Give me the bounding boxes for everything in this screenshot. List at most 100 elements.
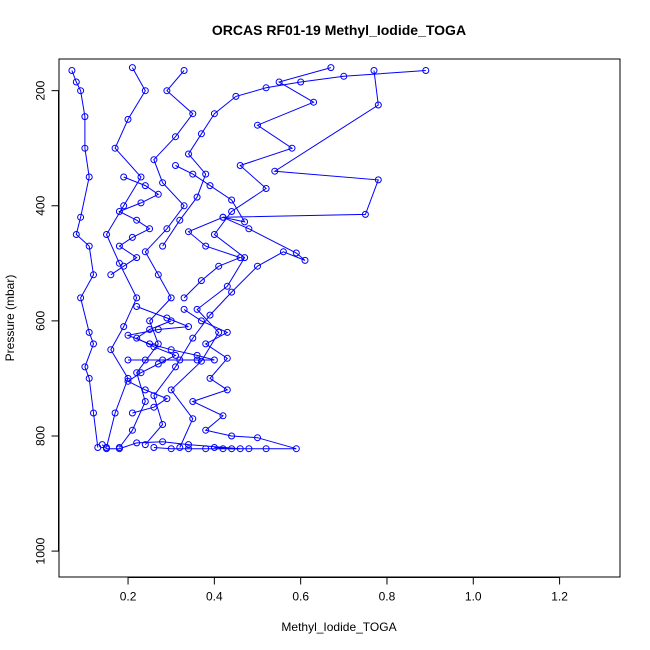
data-point: [189, 415, 197, 423]
data-point: [120, 262, 128, 270]
x-axis-label: Methyl_Iodide_TOGA: [281, 620, 396, 634]
data-point: [77, 294, 85, 302]
data-point: [241, 254, 249, 262]
data-point: [228, 288, 236, 296]
data-point: [141, 87, 149, 95]
data-point: [180, 202, 188, 210]
data-point: [422, 67, 430, 74]
data-point: [172, 133, 179, 141]
data-point: [310, 98, 318, 106]
data-point: [115, 208, 123, 215]
data-point: [72, 231, 80, 238]
data-point: [124, 115, 132, 123]
data-point: [133, 439, 141, 447]
data-point: [90, 340, 97, 348]
data-point: [245, 225, 253, 233]
data-point: [150, 343, 158, 351]
data-point: [197, 277, 205, 285]
y-tick-label: 1000: [34, 537, 48, 564]
data-point: [128, 409, 136, 417]
data-point: [236, 162, 244, 169]
data-point: [215, 328, 223, 336]
data-point: [98, 441, 106, 449]
data-point: [111, 144, 119, 152]
data-point: [90, 409, 97, 417]
y-tick-label: 400: [34, 195, 48, 215]
data-point: [85, 173, 93, 181]
data-point: [219, 445, 227, 453]
data-point: [228, 432, 236, 440]
series-5: [68, 67, 102, 451]
data-point: [210, 110, 218, 118]
data-point: [262, 185, 270, 192]
data-point: [115, 445, 123, 453]
y-tick-label: 800: [34, 426, 48, 446]
data-point: [254, 262, 261, 270]
y-tick-label: 200: [34, 80, 48, 100]
series-6: [180, 305, 300, 453]
data-point: [72, 78, 80, 86]
data-point: [193, 351, 201, 359]
plot-frame: [58, 58, 621, 578]
data-point: [210, 231, 218, 238]
x-tick-label: 0.6: [292, 590, 309, 604]
series-line: [119, 70, 194, 448]
data-point: [271, 167, 279, 175]
data-point: [374, 176, 382, 184]
data-point: [223, 354, 231, 362]
data-point: [133, 216, 141, 224]
data-point: [167, 445, 175, 453]
data-point: [180, 294, 188, 302]
data-point: [85, 374, 93, 382]
data-point: [374, 101, 382, 109]
data-point: [159, 421, 167, 428]
data-point: [228, 196, 236, 204]
data-point: [141, 398, 149, 405]
series-line: [170, 67, 332, 448]
data-point: [197, 317, 205, 325]
data-point: [85, 328, 93, 336]
data-point: [279, 248, 287, 256]
data-point: [219, 412, 227, 420]
data-point: [150, 392, 158, 400]
data-point: [193, 356, 201, 364]
data-point: [206, 311, 214, 319]
data-point: [133, 294, 141, 302]
data-point: [172, 363, 179, 371]
data-point: [215, 262, 223, 270]
data-point: [141, 441, 149, 449]
data-point: [185, 445, 192, 453]
data-point: [141, 356, 149, 364]
data-point: [292, 249, 300, 257]
series-1: [115, 67, 197, 451]
data-point: [124, 331, 132, 339]
data-point: [146, 225, 154, 233]
data-point: [236, 445, 244, 453]
data-point: [228, 208, 236, 215]
data-point: [327, 64, 335, 72]
data-point: [150, 403, 158, 411]
data-point: [292, 445, 300, 453]
data-point: [172, 351, 179, 359]
data-point: [120, 202, 128, 210]
plot-area: [68, 64, 430, 453]
data-point: [141, 182, 149, 190]
data-point: [77, 213, 85, 221]
data-point: [154, 271, 162, 279]
data-point: [107, 346, 115, 354]
data-point: [172, 162, 179, 169]
data-point: [167, 346, 175, 354]
data-point: [154, 190, 162, 198]
data-point: [115, 242, 123, 250]
data-point: [133, 334, 141, 342]
data-point: [185, 228, 192, 236]
data-point: [128, 64, 136, 72]
data-point: [206, 374, 214, 382]
data-point: [124, 356, 132, 364]
data-point: [189, 170, 197, 178]
data-point: [275, 78, 283, 86]
series-line: [144, 70, 379, 445]
data-point: [241, 218, 249, 226]
data-point: [193, 193, 201, 201]
data-point: [254, 121, 261, 129]
